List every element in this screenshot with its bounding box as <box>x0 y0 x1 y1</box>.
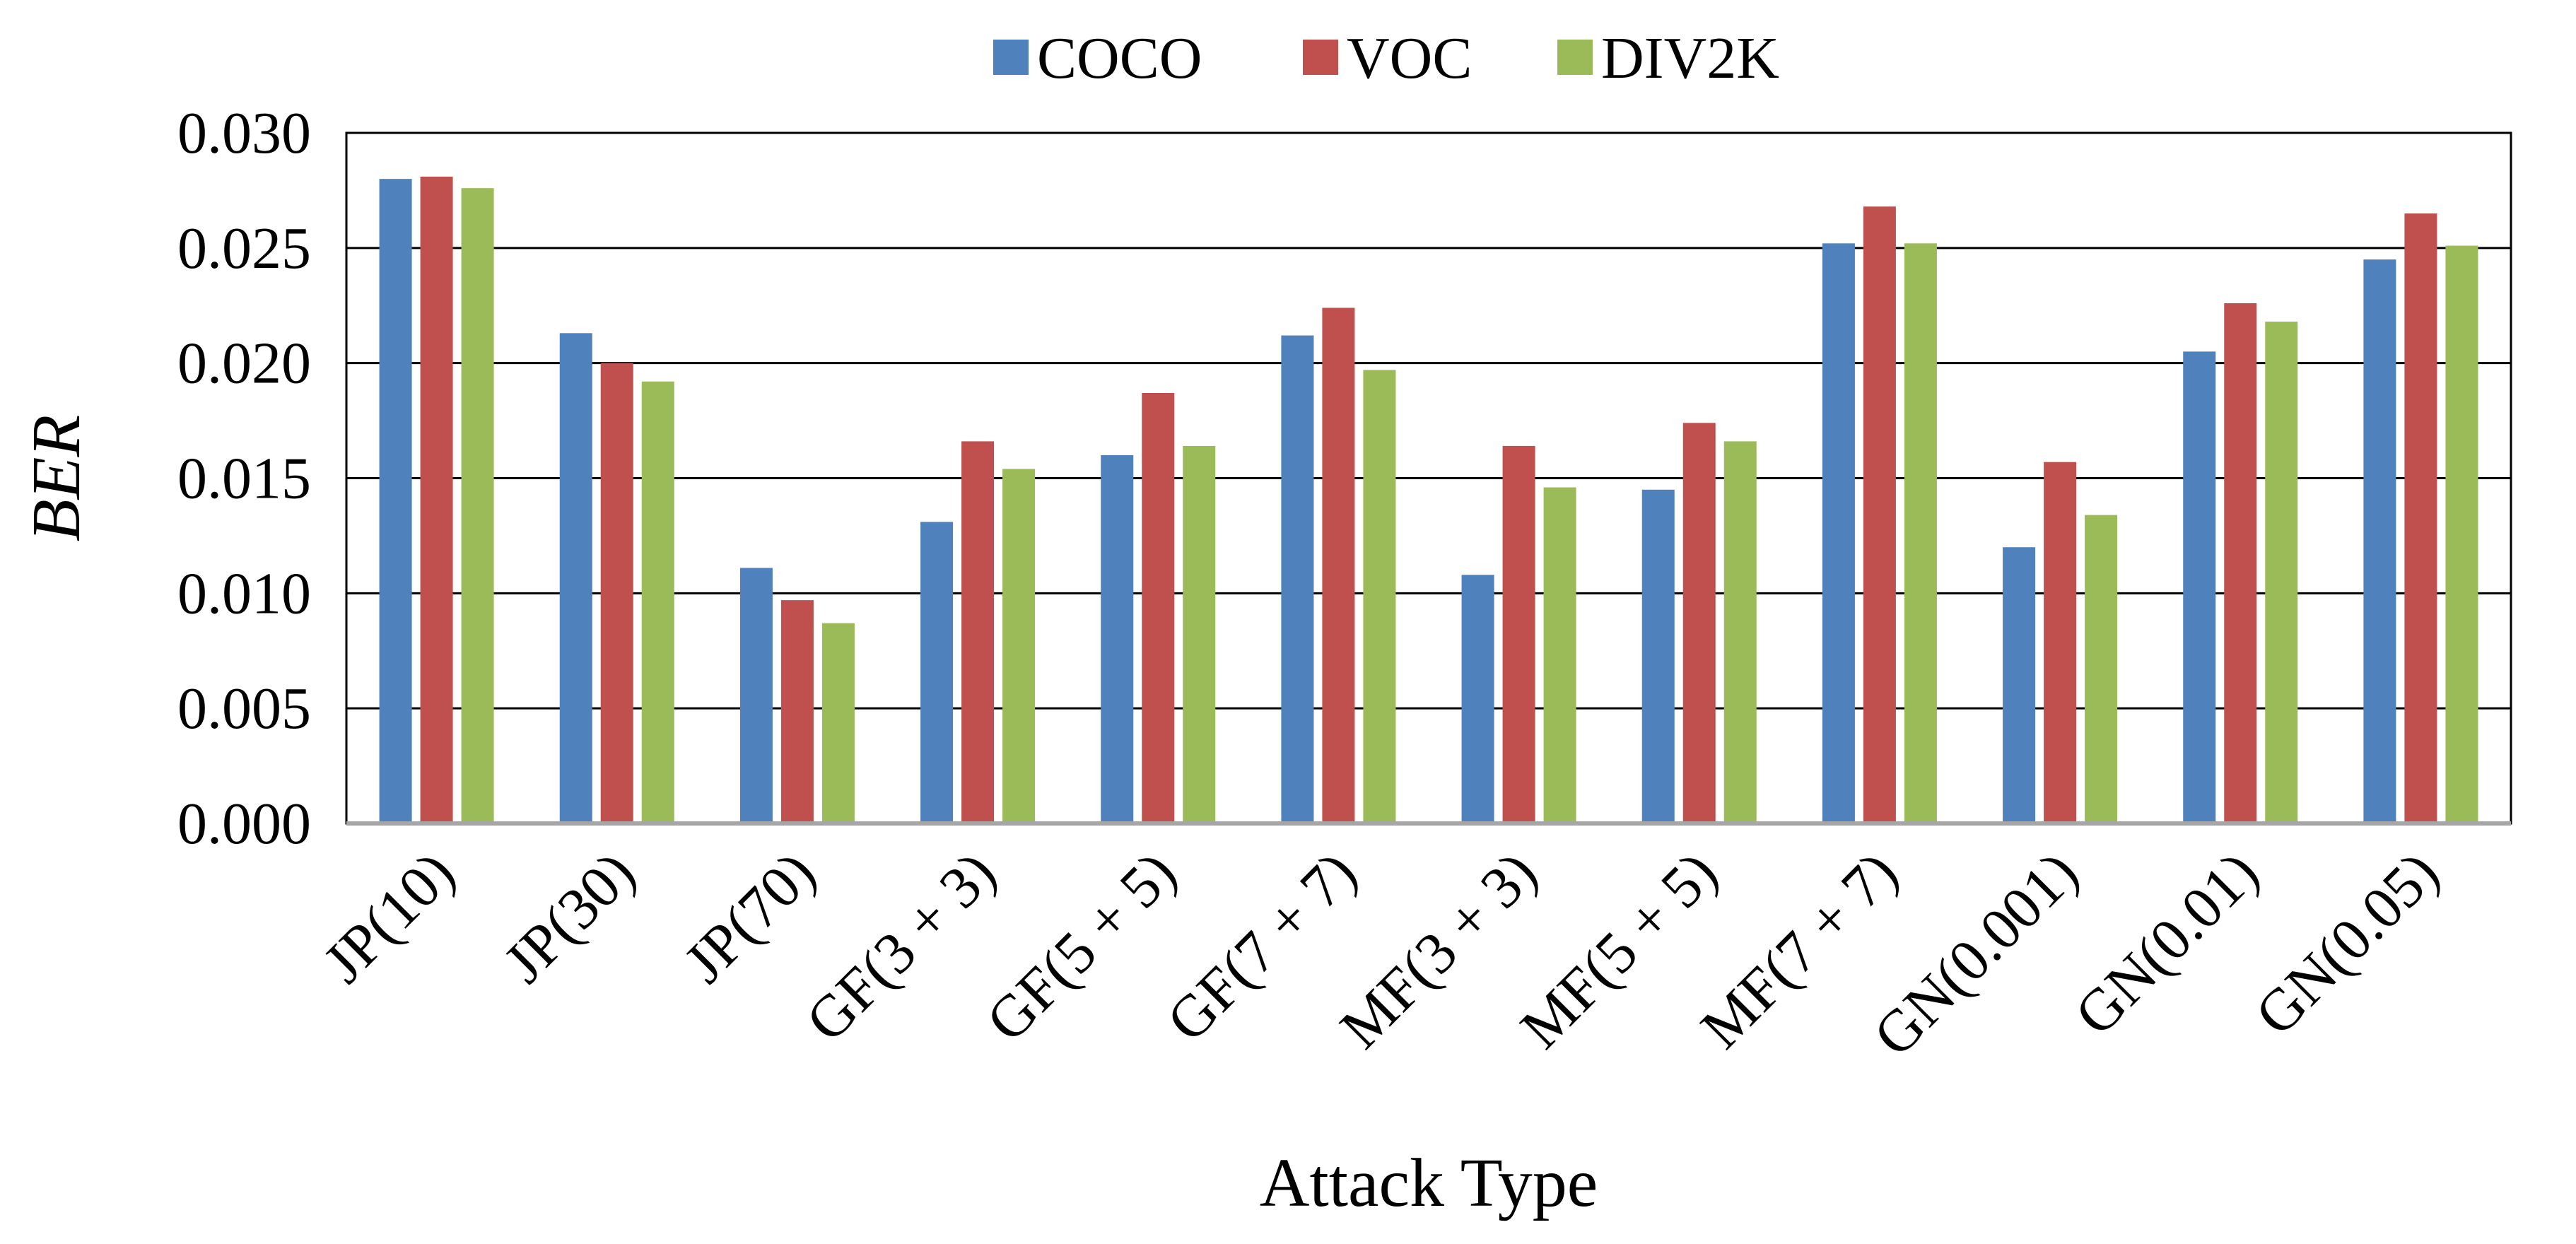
legend-swatch-div2k <box>1557 40 1593 75</box>
bar-div2k-3 <box>821 623 855 823</box>
bar-coco-5 <box>1101 454 1134 823</box>
bar-div2k-4 <box>1002 469 1036 823</box>
bar-div2k-10 <box>2085 515 2118 823</box>
bar-coco-12 <box>2363 259 2396 823</box>
bar-coco-6 <box>1281 335 1314 823</box>
y-tick-label: 0.005 <box>177 676 311 741</box>
bar-div2k-12 <box>2445 245 2478 823</box>
bar-voc-12 <box>2404 213 2437 823</box>
bar-coco-11 <box>2183 351 2216 824</box>
bar-coco-9 <box>1822 243 1855 823</box>
y-tick-label: 0.020 <box>177 331 311 397</box>
bar-voc-1 <box>420 176 453 824</box>
bar-coco-4 <box>920 522 954 823</box>
bar-coco-10 <box>2003 547 2036 823</box>
bar-voc-7 <box>1502 445 1535 823</box>
bar-div2k-7 <box>1543 487 1576 823</box>
bar-coco-1 <box>379 179 412 824</box>
bar-voc-2 <box>600 363 633 823</box>
bar-div2k-11 <box>2265 322 2298 824</box>
gridlines <box>346 247 2511 710</box>
legend: COCO VOC DIV2K <box>993 25 1779 91</box>
legend-swatch-voc <box>1303 40 1338 75</box>
y-tick-label: 0.025 <box>177 216 311 281</box>
legend-label-coco: COCO <box>1037 25 1202 91</box>
bar-div2k-6 <box>1363 370 1396 823</box>
legend-label-voc: VOC <box>1347 25 1472 91</box>
bar-voc-11 <box>2224 303 2257 823</box>
bars <box>379 176 2478 824</box>
bar-voc-9 <box>1863 206 1896 823</box>
bar-div2k-9 <box>1904 243 1937 823</box>
bar-voc-4 <box>961 441 995 823</box>
y-tick-label: 0.015 <box>177 446 311 512</box>
bar-voc-6 <box>1322 307 1355 823</box>
bar-div2k-5 <box>1183 445 1216 823</box>
x-axis-title: Attack Type <box>1260 1145 1598 1221</box>
bar-coco-7 <box>1461 575 1494 823</box>
bar-div2k-2 <box>641 381 674 823</box>
legend-label-div2k: DIV2K <box>1601 25 1779 91</box>
bar-voc-8 <box>1682 423 1716 823</box>
legend-swatch-coco <box>993 40 1029 75</box>
bar-div2k-1 <box>461 188 494 823</box>
bar-voc-3 <box>780 600 814 823</box>
y-tick-label: 0.010 <box>177 561 311 626</box>
y-tick-label: 0.030 <box>177 100 311 166</box>
bar-div2k-8 <box>1723 441 1757 823</box>
bar-coco-8 <box>1641 489 1675 823</box>
y-axis-ticks: 0.000 0.005 0.010 0.015 0.020 0.025 0.030 <box>177 100 311 857</box>
bar-coco-3 <box>739 568 773 823</box>
y-axis-title: BER <box>18 415 95 542</box>
y-tick-label: 0.000 <box>177 791 311 857</box>
bar-voc-10 <box>2044 462 2077 823</box>
bar-voc-5 <box>1142 393 1175 823</box>
bar-coco-2 <box>559 333 592 824</box>
